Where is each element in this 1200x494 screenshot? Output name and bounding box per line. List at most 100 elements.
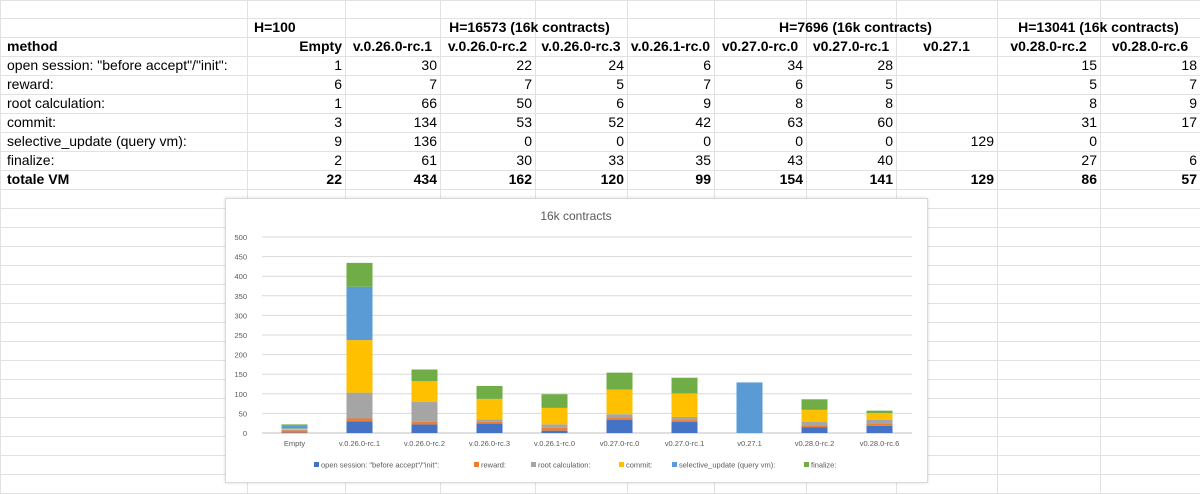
value-cell[interactable]: 7 <box>703 76 711 92</box>
value-cell[interactable]: 3 <box>334 114 342 130</box>
bar-segment <box>866 410 893 414</box>
total-label[interactable]: totale VM <box>7 171 70 187</box>
value-cell[interactable]: 6 <box>1189 152 1197 168</box>
value-cell[interactable]: 53 <box>516 114 532 130</box>
row-label[interactable]: finalize: <box>7 152 55 168</box>
row-label[interactable]: root calculation: <box>7 95 106 111</box>
value-cell[interactable]: 33 <box>608 152 624 168</box>
y-tick-label: 300 <box>234 311 247 320</box>
total-cell[interactable]: 22 <box>326 171 342 187</box>
value-cell[interactable]: 0 <box>616 133 624 149</box>
group-header[interactable]: H=7696 (16k contracts) <box>779 19 932 35</box>
value-cell[interactable]: 31 <box>1081 114 1097 130</box>
column-header[interactable]: v0.27.0-rc.1 <box>812 38 890 54</box>
row-label[interactable]: reward: <box>7 76 54 92</box>
value-cell[interactable] <box>896 113 997 132</box>
total-cell[interactable]: 154 <box>779 171 803 187</box>
value-cell[interactable]: 34 <box>787 57 803 73</box>
column-header[interactable]: v0.27.1 <box>923 38 970 54</box>
value-cell[interactable]: 7 <box>524 76 532 92</box>
value-cell[interactable]: 2 <box>334 152 342 168</box>
value-cell[interactable]: 24 <box>608 57 624 73</box>
value-cell[interactable]: 5 <box>616 76 624 92</box>
bar-segment <box>281 424 308 426</box>
value-cell[interactable]: 42 <box>695 114 711 130</box>
value-cell[interactable]: 60 <box>877 114 893 130</box>
value-cell[interactable]: 35 <box>695 152 711 168</box>
column-header[interactable]: v0.28.0-rc.6 <box>1111 38 1189 54</box>
value-cell[interactable]: 50 <box>516 95 532 111</box>
value-cell[interactable]: 9 <box>334 133 342 149</box>
column-header[interactable]: v.0.26.0-rc.2 <box>447 38 528 54</box>
value-cell[interactable] <box>896 151 997 170</box>
value-cell[interactable]: 15 <box>1081 57 1097 73</box>
column-header[interactable]: v0.28.0-rc.2 <box>1010 38 1087 54</box>
value-cell[interactable]: 0 <box>795 133 803 149</box>
value-cell[interactable]: 66 <box>421 95 437 111</box>
value-cell[interactable]: 129 <box>970 133 994 149</box>
value-cell[interactable]: 43 <box>787 152 803 168</box>
value-cell[interactable]: 6 <box>795 76 803 92</box>
value-cell[interactable]: 18 <box>1181 57 1197 73</box>
value-cell[interactable]: 63 <box>787 114 803 130</box>
column-header[interactable]: v.0.26.0-rc.3 <box>541 38 621 54</box>
value-cell[interactable]: 1 <box>334 57 342 73</box>
value-cell[interactable]: 5 <box>885 76 893 92</box>
corner-label[interactable]: method <box>7 38 58 54</box>
value-cell[interactable]: 0 <box>885 133 893 149</box>
group-header[interactable]: H=100 <box>254 19 296 35</box>
value-cell[interactable]: 136 <box>413 133 437 149</box>
bar-segment <box>281 429 308 431</box>
value-cell[interactable]: 1 <box>334 95 342 111</box>
total-cell[interactable]: 86 <box>1081 171 1097 187</box>
row-label[interactable]: commit: <box>7 114 56 130</box>
chart-container[interactable]: 16k contracts 0 50 100 150 200 250 300 350 400 45… <box>225 198 928 483</box>
total-cell[interactable]: 99 <box>695 171 711 187</box>
value-cell[interactable]: 8 <box>885 95 893 111</box>
value-cell[interactable]: 0 <box>1089 133 1097 149</box>
column-header[interactable]: v.0.26.0-rc.1 <box>352 38 433 54</box>
value-cell[interactable]: 6 <box>616 95 624 111</box>
total-cell[interactable]: 162 <box>508 171 532 187</box>
value-cell[interactable]: 6 <box>334 76 342 92</box>
row-label[interactable]: selective_update (query vm): <box>7 133 187 149</box>
y-tick-label: 250 <box>234 331 247 340</box>
value-cell[interactable]: 0 <box>524 133 532 149</box>
bar-segment <box>346 286 373 341</box>
column-header[interactable]: Empty <box>299 38 342 54</box>
column-header[interactable]: v.0.26.1-rc.0 <box>630 38 711 54</box>
value-cell[interactable]: 134 <box>413 114 437 130</box>
group-header[interactable]: H=16573 (16k contracts) <box>449 19 610 35</box>
value-cell[interactable]: 30 <box>516 152 532 168</box>
total-cell[interactable]: 141 <box>869 171 893 187</box>
total-cell[interactable]: 434 <box>413 171 437 187</box>
value-cell[interactable]: 7 <box>1189 76 1197 92</box>
value-cell[interactable]: 9 <box>1189 95 1197 111</box>
value-cell[interactable]: 52 <box>608 114 624 130</box>
value-cell[interactable]: 6 <box>703 57 711 73</box>
value-cell[interactable] <box>896 75 997 94</box>
value-cell[interactable]: 27 <box>1081 152 1097 168</box>
column-header[interactable]: v0.27.0-rc.0 <box>721 38 799 54</box>
value-cell[interactable] <box>896 56 997 75</box>
value-cell[interactable]: 8 <box>1089 95 1097 111</box>
total-cell[interactable]: 120 <box>600 171 624 187</box>
group-header[interactable]: H=13041 (16k contracts) <box>1018 19 1179 35</box>
value-cell[interactable]: 22 <box>516 57 532 73</box>
total-cell[interactable]: 129 <box>970 171 994 187</box>
value-cell[interactable]: 28 <box>877 57 893 73</box>
value-cell[interactable]: 61 <box>421 152 437 168</box>
value-cell[interactable] <box>1100 132 1200 151</box>
value-cell[interactable]: 0 <box>703 133 711 149</box>
value-cell[interactable]: 40 <box>877 152 893 168</box>
value-cell[interactable]: 8 <box>795 95 803 111</box>
value-cell[interactable]: 7 <box>429 76 437 92</box>
value-cell[interactable]: 17 <box>1181 114 1197 130</box>
value-cell[interactable]: 30 <box>421 57 437 73</box>
value-cell[interactable]: 5 <box>1089 76 1097 92</box>
value-cell[interactable] <box>896 94 997 113</box>
value-cell[interactable]: 9 <box>703 95 711 111</box>
bar-segment <box>346 421 373 433</box>
row-label[interactable]: open session: "before accept"/"init": <box>7 57 228 73</box>
total-cell[interactable]: 57 <box>1181 171 1197 187</box>
